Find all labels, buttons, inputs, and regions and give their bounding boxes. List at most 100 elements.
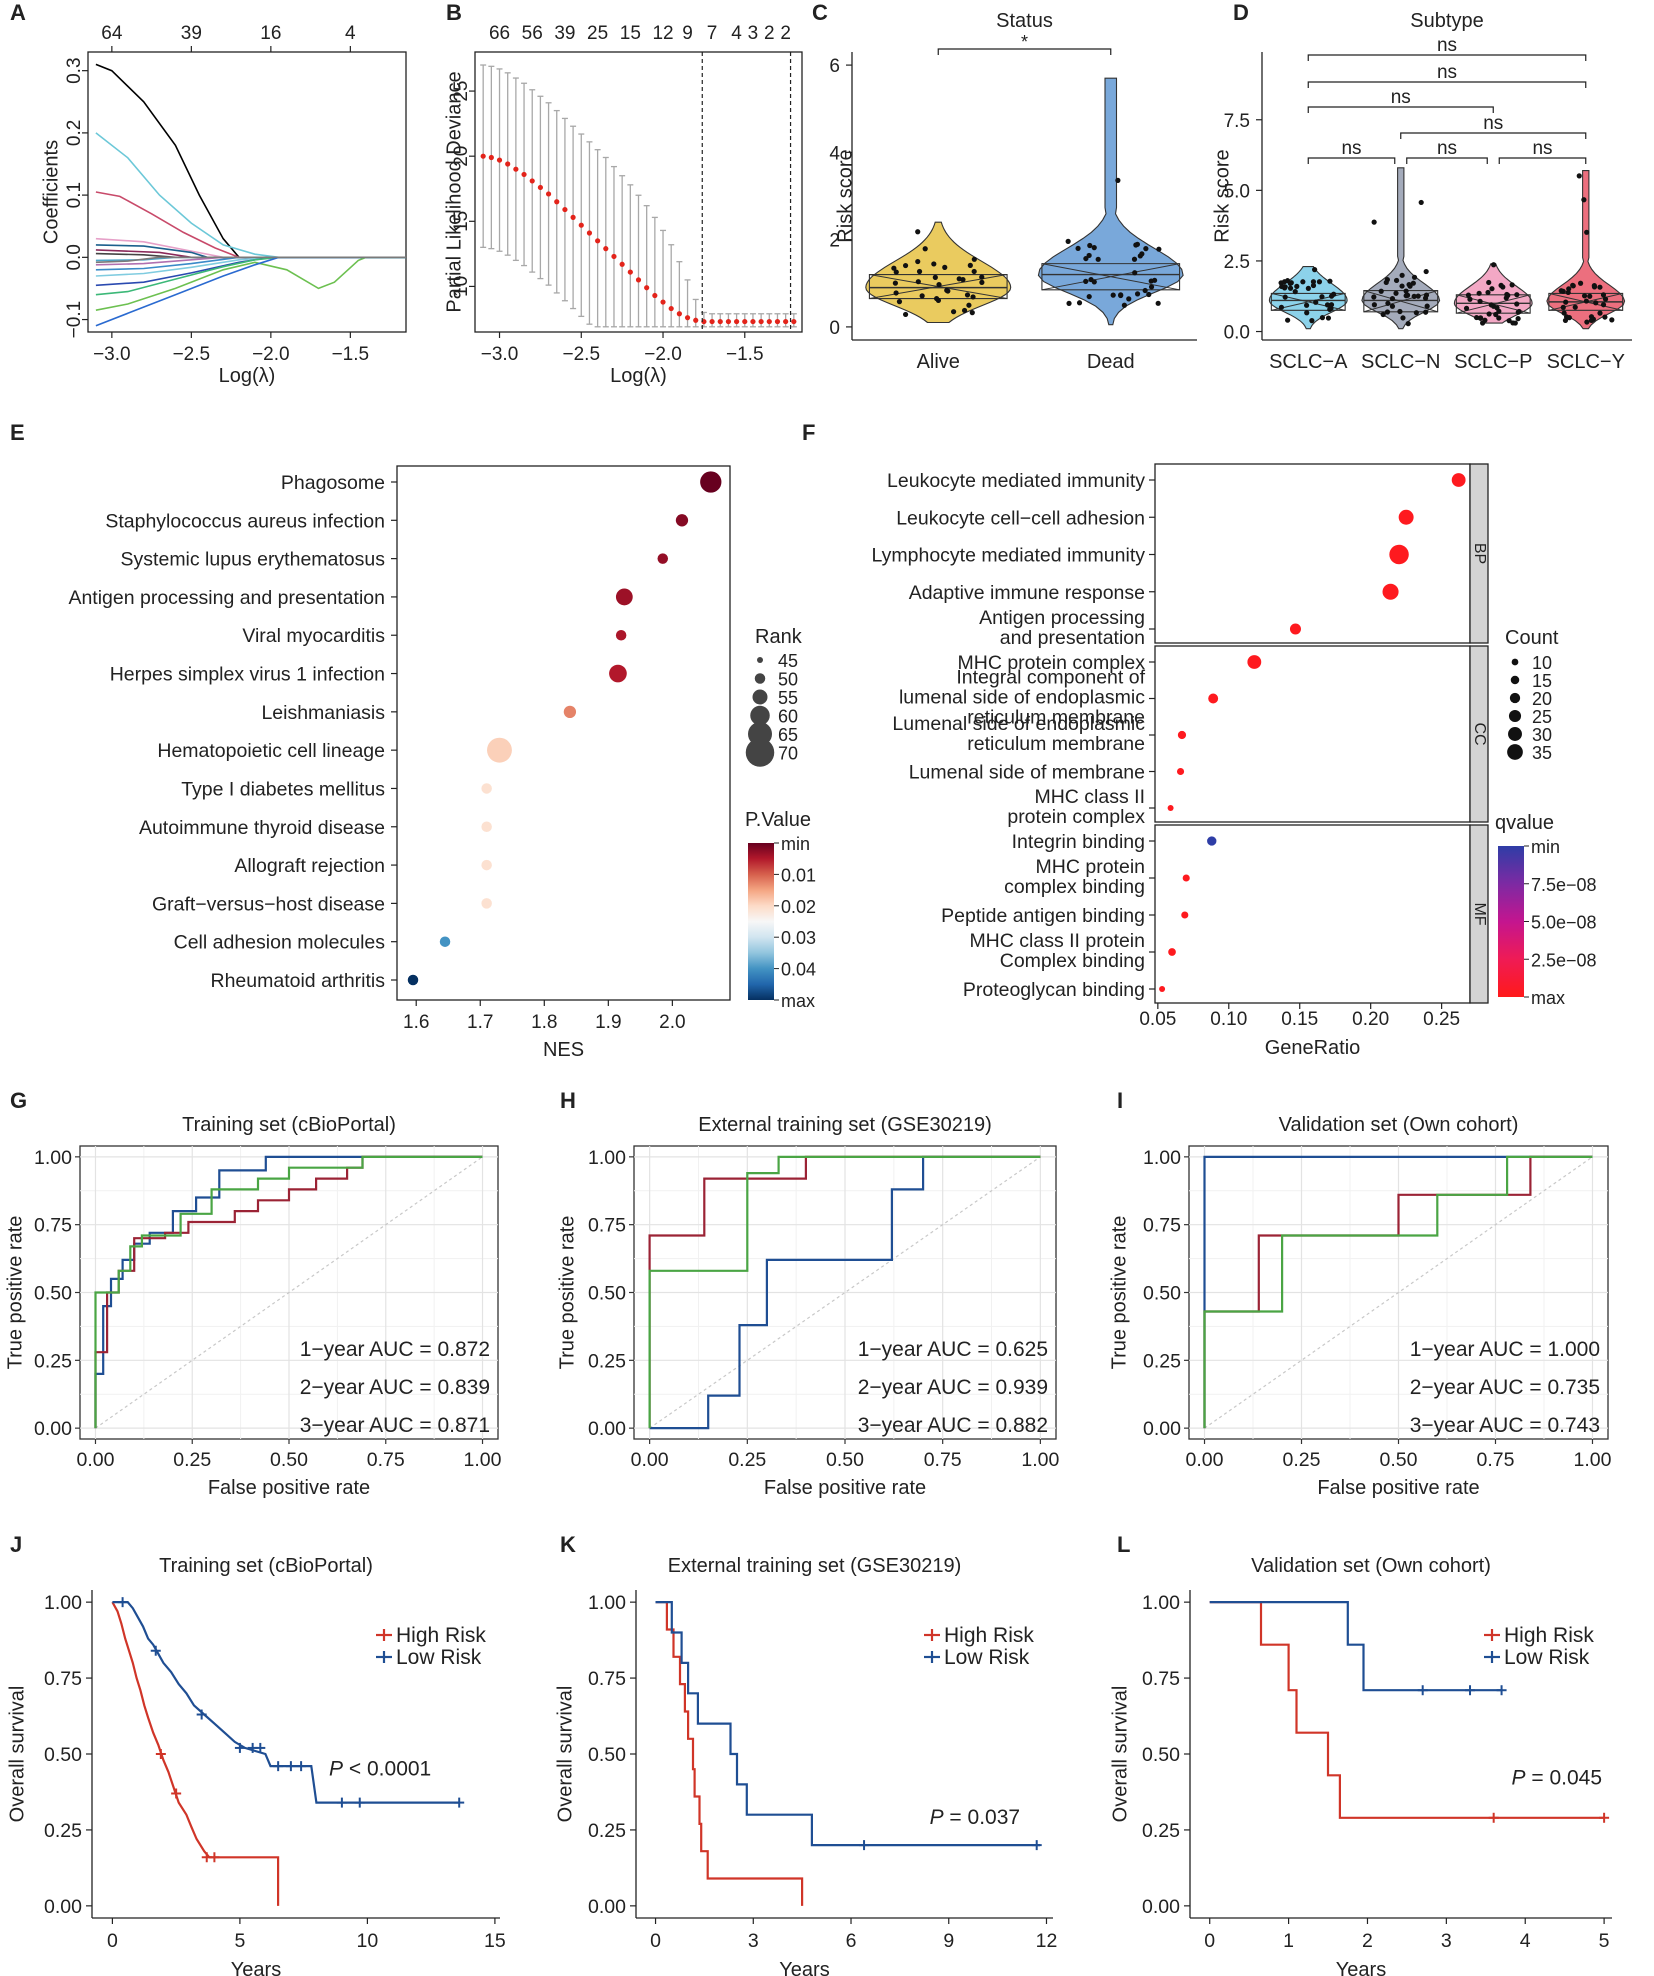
diagonal-I: [1204, 1156, 1593, 1429]
data-point-Dead: [1143, 246, 1149, 252]
data-point-Alive: [969, 310, 975, 316]
dot-Lumenal side of membrane: [1176, 767, 1185, 776]
y-tick-label-D: 5.0: [1224, 181, 1250, 202]
x-tick-label-A: −1.5: [332, 344, 370, 365]
data-point-Alive: [966, 302, 972, 308]
data-point-SCLC−Y: [1600, 302, 1607, 308]
data-point-SCLC−A: [1278, 304, 1285, 310]
top-tick-label-A: 39: [181, 23, 202, 44]
y-tick-label-C: 4: [829, 143, 840, 164]
legend-label-rank: 65: [778, 725, 798, 745]
term-label-F: MHC protein complex: [958, 652, 1146, 674]
legend-label-High Risk: High Risk: [1504, 1624, 1594, 1647]
x-tick-label-F: 0.20: [1352, 1009, 1389, 1030]
y-axis-label-D: Risk score: [1211, 149, 1233, 242]
data-point-SCLC−Y: [1587, 293, 1593, 299]
data-point-SCLC−A: [1310, 279, 1317, 285]
data-point-SCLC−A: [1292, 289, 1298, 295]
chart-title-H: External training set (GSE30219): [698, 1114, 992, 1136]
term-label-E: Viral myocarditis: [242, 625, 385, 647]
data-point-SCLC−A: [1285, 317, 1291, 323]
data-point-SCLC−N: [1418, 199, 1424, 206]
x-tick-label-I: 0.25: [1283, 1449, 1321, 1471]
diagonal-G: [95, 1156, 483, 1429]
data-point-SCLC−N: [1378, 288, 1384, 294]
data-point-SCLC−N: [1397, 308, 1403, 315]
term-label-E: Systemic lupus erythematosus: [121, 549, 386, 571]
y-tick-label-B: 10: [451, 276, 472, 297]
deviance-point-B: [693, 317, 699, 323]
y-tick-label-B: 25: [451, 80, 472, 101]
legend-label-rank: 70: [778, 744, 798, 764]
data-point-Alive: [936, 281, 942, 288]
data-point-SCLC−Y: [1563, 299, 1569, 305]
data-point-Alive: [931, 261, 937, 267]
facet-strip-label-MF: MF: [1471, 902, 1488, 925]
y-tick-label-K: 0.25: [588, 1820, 626, 1842]
data-point-Dead: [1086, 252, 1092, 259]
legend-label-count: 10: [1532, 653, 1552, 673]
data-point-SCLC−P: [1503, 295, 1509, 301]
y-tick-label-D: 0.0: [1224, 323, 1250, 344]
data-point-SCLC−P: [1482, 317, 1488, 323]
x-tick-label-C: Alive: [917, 351, 960, 373]
data-point-SCLC−P: [1486, 311, 1492, 317]
data-point-SCLC−N: [1393, 290, 1399, 296]
p-value-italic: P: [329, 1757, 343, 1780]
term-label-F: Peptide antigen binding: [941, 905, 1145, 927]
deviance-point-B: [554, 199, 560, 205]
dot-Autoimmune thyroid disease: [481, 821, 492, 833]
data-point-SCLC−Y: [1588, 317, 1595, 323]
legend-label-rank: 45: [778, 651, 798, 671]
term-label-F: MHC class II protein: [969, 930, 1145, 952]
facet-strip-label-BP: BP: [1471, 543, 1488, 564]
x-tick-label-J: 15: [484, 1930, 506, 1952]
significance-bracket-D: [1307, 54, 1587, 61]
data-point-Dead: [1110, 292, 1116, 298]
panel-label-J: J: [10, 1532, 22, 1557]
data-point-Alive: [979, 274, 985, 280]
y-tick-label-H: 0.75: [588, 1215, 626, 1237]
data-point-Alive: [902, 311, 909, 318]
data-point-Dead: [1087, 242, 1093, 249]
legend-dot-rank: [750, 705, 770, 726]
data-point-Alive: [932, 274, 938, 280]
data-point-SCLC−N: [1422, 295, 1429, 301]
x-axis-label-I: False positive rate: [1317, 1477, 1479, 1499]
significance-label-D: ns: [1391, 87, 1411, 108]
x-tick-label-G: 1.00: [464, 1449, 502, 1471]
y-tick-label-I: 1.00: [1143, 1147, 1181, 1169]
facet-frame-BP: [1154, 463, 1471, 644]
legend-label-rank: 60: [778, 707, 798, 727]
deviance-point-B: [725, 318, 732, 325]
y-axis-label-J: Overall survival: [6, 1686, 28, 1823]
term-label-F: Integral component of: [956, 667, 1145, 689]
y-tick-label-I: 0.00: [1143, 1418, 1181, 1440]
coef-path-path16: [95, 256, 406, 264]
dot-Lumenal side of endoplasmic reticulum membrane: [1177, 730, 1187, 740]
deviance-point-B: [652, 292, 658, 299]
x-tick-label-D: SCLC−A: [1269, 351, 1348, 373]
data-point-SCLC−Y: [1602, 314, 1608, 320]
data-point-Alive: [967, 262, 973, 268]
data-point-SCLC−A: [1304, 302, 1310, 308]
significance-bracket-D: [1406, 157, 1488, 164]
violin-Dead: [1037, 77, 1184, 326]
data-point-SCLC−P: [1467, 296, 1473, 302]
x-tick-label-H: 1.00: [1021, 1449, 1059, 1471]
data-point-SCLC−N: [1393, 277, 1400, 284]
x-tick-label-H: 0.00: [631, 1449, 669, 1471]
x-tick-label-L: 0: [1204, 1930, 1215, 1952]
y-axis-label-G: True positive rate: [4, 1216, 26, 1370]
top-tick-label-A: 16: [260, 23, 281, 44]
x-tick-label-L: 4: [1520, 1930, 1531, 1952]
significance-label-D: ns: [1437, 35, 1457, 56]
x-tick-label-E: 1.6: [403, 1012, 429, 1033]
data-point-SCLC−N: [1371, 219, 1377, 225]
deviance-point-B: [513, 166, 519, 172]
y-tick-label-J: 0.00: [44, 1896, 82, 1918]
y-tick-label-D: 7.5: [1224, 111, 1250, 132]
facet-strip-MF: [1469, 824, 1489, 1004]
data-point-SCLC−N: [1403, 288, 1409, 294]
